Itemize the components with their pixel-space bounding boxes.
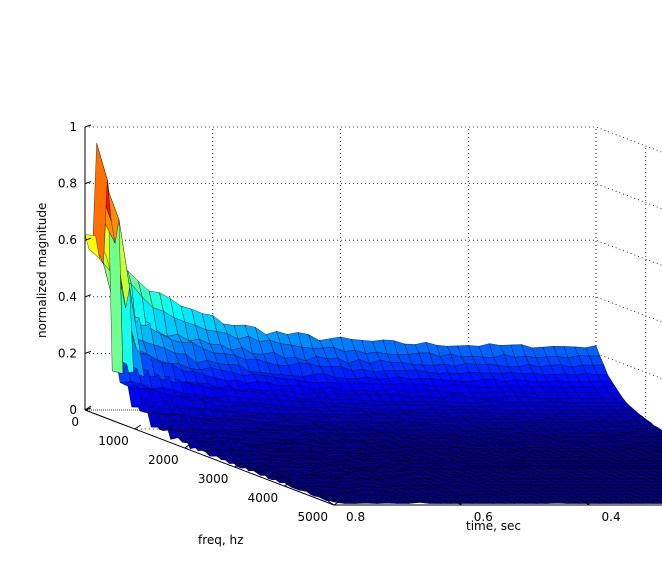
x-tick-label: 1000 — [98, 434, 129, 448]
surface-mesh — [84, 143, 662, 504]
z-tick-label: 0.6 — [58, 233, 77, 247]
x-tick-label: 2000 — [148, 453, 179, 467]
y-axis-label: time, sec — [466, 519, 521, 533]
x-tick — [134, 424, 142, 430]
x-axis-line — [84, 409, 335, 506]
z-tick — [84, 124, 92, 128]
y-tick — [583, 500, 590, 506]
z-axis-label: normalized magnitude — [35, 203, 49, 338]
x-tick — [234, 462, 241, 468]
x-tick — [184, 443, 191, 449]
x-axis-label: freq, hz — [198, 533, 243, 547]
z-tick — [84, 294, 92, 298]
y-tick-label: 0.4 — [602, 510, 621, 524]
z-tick — [84, 181, 92, 185]
x-tick — [283, 481, 291, 487]
surface-facet — [84, 234, 100, 260]
x-tick-label: 0 — [71, 415, 79, 429]
z-tick-label: 0.4 — [58, 290, 77, 304]
x-tick-label: 5000 — [297, 510, 328, 524]
axes — [84, 124, 662, 506]
y-tick-label: 0.6 — [474, 510, 493, 524]
x-tick — [333, 500, 341, 506]
y-tick — [455, 500, 463, 506]
x-tick — [84, 405, 92, 411]
x-tick-label: 3000 — [198, 472, 229, 486]
y-tick — [327, 500, 335, 506]
z-tick-label: 0 — [69, 403, 77, 417]
grid-line — [85, 183, 662, 210]
z-tick-label: 1 — [69, 120, 77, 134]
z-tick — [84, 350, 92, 354]
z-tick — [84, 237, 92, 241]
tick-labels: 00.20.40.60.8101000200030004000500000.20… — [58, 120, 621, 524]
surface-facet — [659, 452, 662, 455]
grid-line — [85, 126, 662, 153]
y-tick-label: 0.8 — [346, 510, 365, 524]
x-tick-label: 4000 — [248, 491, 279, 505]
z-tick-label: 0.2 — [58, 346, 77, 360]
z-tick-label: 0.8 — [58, 177, 77, 191]
